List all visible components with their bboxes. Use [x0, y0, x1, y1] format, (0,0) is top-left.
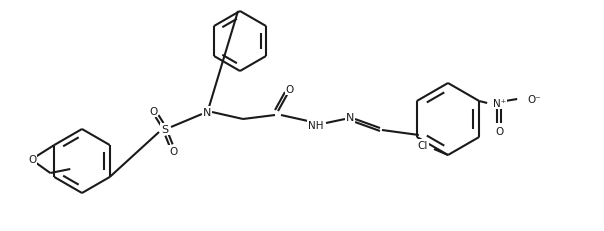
Text: N: N	[346, 112, 354, 122]
Text: O: O	[286, 85, 294, 94]
Text: O⁻: O⁻	[527, 94, 541, 105]
Text: Cl: Cl	[417, 140, 428, 150]
Text: N: N	[203, 108, 211, 118]
Text: O: O	[149, 106, 157, 116]
Text: O: O	[169, 146, 177, 156]
Text: O: O	[28, 154, 36, 164]
Text: S: S	[161, 125, 169, 134]
Text: O: O	[495, 126, 503, 137]
Text: N⁺: N⁺	[492, 99, 506, 109]
Text: NH: NH	[308, 121, 324, 131]
